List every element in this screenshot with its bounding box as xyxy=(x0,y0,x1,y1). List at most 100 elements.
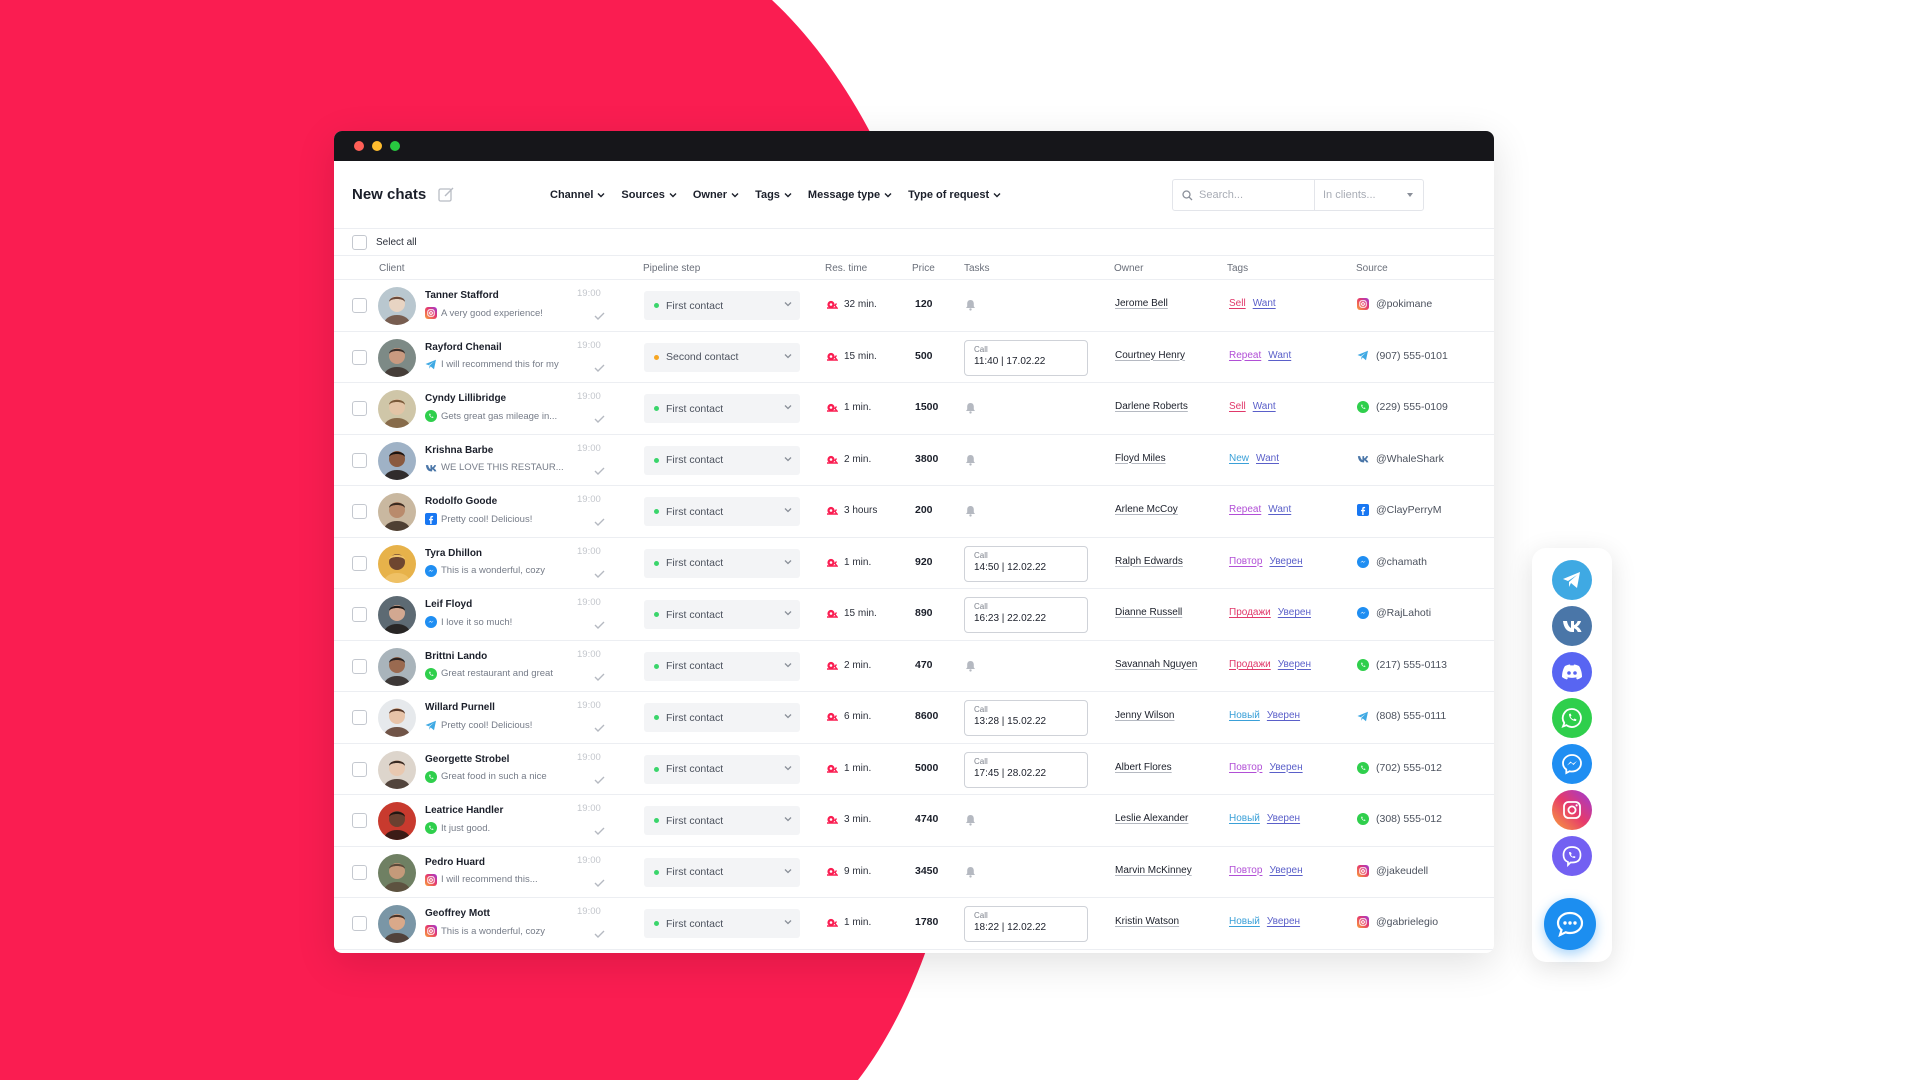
client-name[interactable]: Geoffrey Mott xyxy=(425,908,490,919)
task-card[interactable]: Call 14:50 | 12.02.22 xyxy=(964,545,1088,582)
table-row[interactable]: Brittni Lando Great restaurant and great… xyxy=(334,641,1494,692)
filter-channel[interactable]: Channel xyxy=(550,189,605,201)
owner-link[interactable]: Dianne Russell xyxy=(1115,607,1183,618)
tag-secondary[interactable]: Want xyxy=(1252,401,1276,412)
edit-icon[interactable] xyxy=(438,186,455,203)
row-checkbox[interactable] xyxy=(352,813,367,828)
client-name[interactable]: Cyndy Lillibridge xyxy=(425,393,507,404)
telegram-icon[interactable] xyxy=(1552,560,1592,600)
task-card[interactable]: Call 13:28 | 15.02.22 xyxy=(964,700,1088,736)
table-row[interactable]: Tyra Dhillon This is a wonderful, cozy 1… xyxy=(334,538,1494,589)
table-row[interactable]: Rayford Chenail I will recommend this fo… xyxy=(334,332,1494,383)
source[interactable]: @RajLahoti xyxy=(1357,607,1431,619)
row-checkbox[interactable] xyxy=(352,401,367,416)
bell-icon[interactable] xyxy=(965,504,976,522)
owner-link[interactable]: Darlene Roberts xyxy=(1115,401,1188,412)
client-name[interactable]: Rodolfo Goode xyxy=(425,496,498,507)
source[interactable]: @chamath xyxy=(1357,555,1427,568)
owner-link[interactable]: Courtney Henry xyxy=(1115,349,1186,361)
pipeline-select[interactable]: First contact xyxy=(644,754,800,784)
avatar[interactable] xyxy=(378,390,416,428)
pipeline-select[interactable]: First contact xyxy=(644,394,800,423)
row-checkbox[interactable] xyxy=(352,298,367,313)
row-checkbox[interactable] xyxy=(352,555,367,571)
avatar[interactable] xyxy=(378,750,416,789)
row-checkbox[interactable] xyxy=(352,607,367,622)
close-dot[interactable] xyxy=(354,141,364,151)
tag-primary[interactable]: Новый xyxy=(1229,916,1260,927)
tag-secondary[interactable]: Уверен xyxy=(1277,607,1311,618)
tag-primary[interactable]: Повтор xyxy=(1229,864,1263,876)
source[interactable]: (907) 555-0101 xyxy=(1357,350,1448,362)
pipeline-select[interactable]: First contact xyxy=(644,857,800,887)
tag-primary[interactable]: Продажи xyxy=(1229,607,1271,618)
client-name[interactable]: Brittni Lando xyxy=(425,650,488,662)
row-checkbox[interactable] xyxy=(352,710,367,725)
discord-icon[interactable] xyxy=(1552,652,1592,692)
table-row[interactable]: Willard Purnell Pretty cool! Delicious! … xyxy=(334,692,1494,744)
client-name[interactable]: Tyra Dhillon xyxy=(425,547,483,559)
col-owner[interactable]: Owner xyxy=(1114,263,1144,274)
whatsapp-icon[interactable] xyxy=(1552,698,1592,738)
tag-primary[interactable]: Повтор xyxy=(1229,761,1263,773)
pipeline-select[interactable]: First contact xyxy=(644,909,800,938)
col-client[interactable]: Client xyxy=(379,263,405,274)
owner-link[interactable]: Albert Flores xyxy=(1115,761,1172,773)
row-checkbox[interactable] xyxy=(352,504,367,519)
bell-icon[interactable] xyxy=(965,453,976,471)
tag-secondary[interactable]: Want xyxy=(1256,452,1279,464)
search-input[interactable] xyxy=(1173,180,1315,210)
tag-secondary[interactable]: Уверен xyxy=(1269,864,1303,876)
row-checkbox[interactable] xyxy=(352,349,367,365)
client-name[interactable]: Tanner Stafford xyxy=(425,290,499,301)
pipeline-select[interactable]: First contact xyxy=(644,291,800,320)
row-checkbox[interactable] xyxy=(352,916,367,931)
avatar[interactable] xyxy=(378,544,416,583)
table-row[interactable]: Cyndy Lillibridge Gets great gas mileage… xyxy=(334,383,1494,435)
tag-secondary[interactable]: Уверен xyxy=(1266,916,1301,927)
owner-link[interactable]: Ralph Edwards xyxy=(1115,555,1183,567)
tag-secondary[interactable]: Want xyxy=(1268,504,1292,515)
tag-primary[interactable]: Новый xyxy=(1229,710,1260,721)
row-checkbox[interactable] xyxy=(352,452,367,468)
filter-owner[interactable]: Owner xyxy=(693,189,739,201)
minimize-dot[interactable] xyxy=(372,141,382,151)
avatar[interactable] xyxy=(378,441,416,480)
pipeline-select[interactable]: First contact xyxy=(644,806,800,835)
col-res-time[interactable]: Res. time xyxy=(825,263,868,274)
avatar[interactable] xyxy=(378,699,416,737)
tag-secondary[interactable]: Уверен xyxy=(1266,813,1301,824)
tag-secondary[interactable]: Уверен xyxy=(1269,761,1303,773)
tag-primary[interactable]: Repeat xyxy=(1229,349,1262,361)
tag-secondary[interactable]: Уверен xyxy=(1277,658,1311,670)
tag-primary[interactable]: Новый xyxy=(1229,813,1260,824)
client-name[interactable]: Willard Purnell xyxy=(425,702,495,713)
owner-link[interactable]: Floyd Miles xyxy=(1115,452,1166,464)
tag-secondary[interactable]: Want xyxy=(1252,298,1276,309)
avatar[interactable] xyxy=(378,596,416,634)
maximize-dot[interactable] xyxy=(390,141,400,151)
avatar[interactable] xyxy=(378,905,416,943)
search-scope-select[interactable]: In clients... xyxy=(1315,189,1423,201)
owner-link[interactable]: Kristin Watson xyxy=(1115,916,1180,927)
pipeline-select[interactable]: First contact xyxy=(644,445,800,475)
instagram-icon[interactable] xyxy=(1552,790,1592,830)
filter-sources[interactable]: Sources xyxy=(621,189,677,201)
table-row[interactable]: Tanner Stafford A very good experience! … xyxy=(334,280,1494,332)
avatar[interactable] xyxy=(378,338,416,377)
owner-link[interactable]: Marvin McKinney xyxy=(1115,864,1192,876)
bell-icon[interactable] xyxy=(965,659,976,677)
filter-tags[interactable]: Tags xyxy=(755,189,792,201)
owner-link[interactable]: Leslie Alexander xyxy=(1115,813,1189,824)
client-name[interactable]: Pedro Huard xyxy=(425,856,486,868)
table-row[interactable]: Pedro Huard I will recommend this... 19:… xyxy=(334,847,1494,898)
client-name[interactable]: Georgette Strobel xyxy=(425,753,510,765)
col-source[interactable]: Source xyxy=(1356,263,1388,274)
pipeline-select[interactable]: First contact xyxy=(644,651,800,681)
pipeline-select[interactable]: Second contact xyxy=(644,342,800,372)
tag-primary[interactable]: Продажи xyxy=(1229,658,1271,670)
client-name[interactable]: Rayford Chenail xyxy=(425,341,502,353)
client-name[interactable]: Leatrice Handler xyxy=(425,805,504,816)
select-all-checkbox[interactable] xyxy=(352,234,367,250)
source[interactable]: @jakeudell xyxy=(1357,864,1428,877)
